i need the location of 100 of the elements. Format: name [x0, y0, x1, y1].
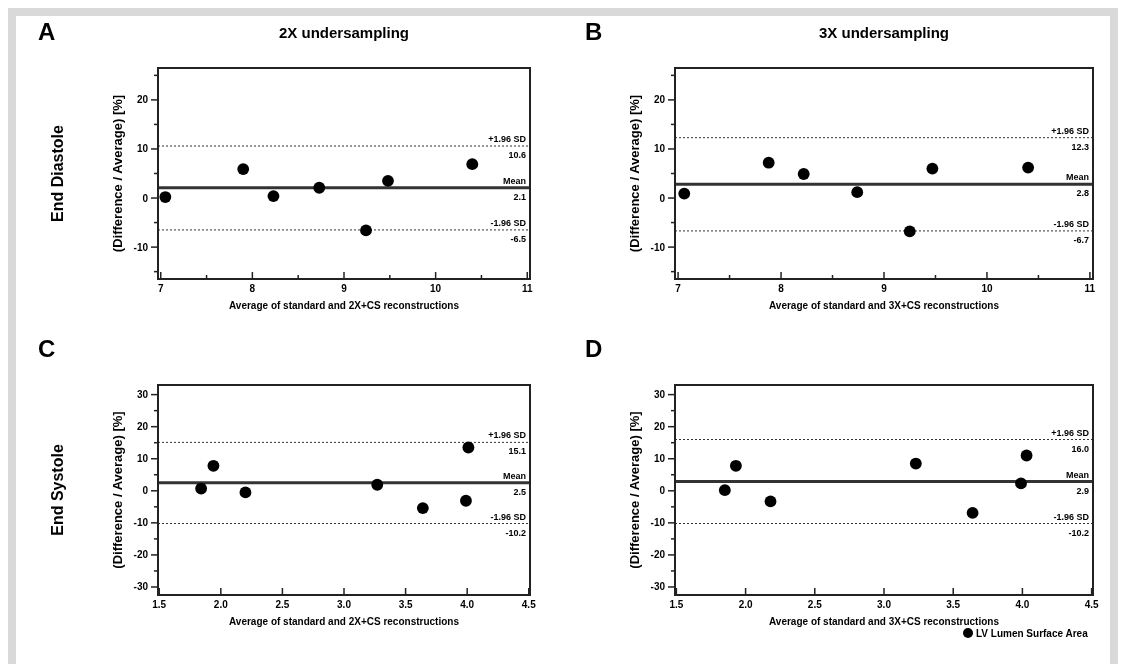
x-axis-title: Average of standard and 2X+CS reconstructions	[229, 616, 460, 627]
ref-line-label: +1.96 SD	[1051, 427, 1090, 438]
x-axis-title: Average of standard and 3X+CS reconstructions	[769, 616, 1000, 627]
y-tick-label: 10	[136, 143, 149, 155]
y-tick-label: 20	[136, 94, 149, 106]
ref-line-label: Mean	[1065, 469, 1089, 480]
point	[729, 459, 742, 472]
point	[797, 168, 810, 180]
ref-line-label: +1.96 SD	[1051, 125, 1090, 136]
y-tick-label: 20	[136, 421, 149, 433]
point	[909, 457, 922, 470]
y-tick-label: -10	[650, 241, 666, 253]
y-axis-title: (Difference / Average) [%]	[110, 94, 125, 253]
point	[207, 459, 220, 472]
point	[466, 158, 479, 171]
annotation: 15.1	[508, 446, 526, 457]
x-tick-label: 2.0	[738, 599, 753, 610]
y-tick-label: 30	[653, 389, 666, 401]
y-tick-label: 30	[136, 389, 149, 401]
y-tick-label: -20	[650, 549, 666, 561]
x-tick-label: 4.0	[460, 599, 475, 610]
text: A	[38, 18, 56, 45]
ref-line-label: Mean	[502, 470, 526, 481]
point	[718, 484, 731, 497]
point	[903, 225, 916, 238]
x-tick-label: 7	[157, 283, 164, 294]
x-axis-title: Average of standard and 3X+CS reconstructions	[769, 300, 1000, 311]
y-tick-label: -10	[133, 241, 149, 253]
x-tick-label: 3.5	[398, 599, 413, 610]
point	[313, 181, 326, 194]
point	[460, 494, 472, 507]
y-tick-label: 10	[136, 453, 149, 465]
text: End Diastole	[49, 124, 66, 222]
point	[267, 190, 280, 202]
ref-line-label: -1.96 SD	[490, 511, 527, 522]
point	[762, 156, 775, 169]
x-tick-label: 3.0	[337, 599, 352, 610]
y-tick-label: 0	[659, 192, 666, 204]
y-tick-label: -30	[133, 581, 149, 593]
annotation: 16.0	[1071, 443, 1089, 454]
ref-line-label: +1.96 SD	[488, 430, 527, 441]
y-axis-title: (Difference / Average) [%]	[627, 94, 642, 253]
annotation: 12.3	[1071, 141, 1089, 152]
text: D	[585, 335, 603, 362]
point	[678, 187, 691, 200]
x-axis-title: Average of standard and 2X+CS reconstructions	[229, 300, 460, 311]
annotation: 2.8	[1076, 188, 1089, 199]
ref-line-label: +1.96 SD	[488, 134, 527, 145]
point	[195, 482, 208, 495]
y-tick-label: -10	[133, 517, 149, 529]
x-tick-label: 11	[521, 283, 533, 294]
x-tick-label: 4.5	[521, 599, 537, 610]
y-tick-label: 0	[142, 485, 149, 497]
y-tick-label: -10	[650, 517, 666, 529]
text: B	[585, 18, 603, 45]
point	[239, 486, 252, 499]
point	[926, 162, 939, 175]
point	[382, 174, 394, 187]
point	[1015, 477, 1027, 490]
point	[416, 502, 429, 515]
y-axis-title: (Difference / Average) [%]	[627, 411, 642, 569]
y-tick-label: 20	[653, 421, 666, 433]
chart-title: 2X undersampling	[278, 24, 410, 41]
ref-line-label: -1.96 SD	[1053, 511, 1090, 522]
ref-line-label: -1.96 SD	[1053, 218, 1090, 229]
point	[764, 495, 777, 508]
annotation: 2.5	[513, 486, 526, 497]
ref-line-label: Mean	[1065, 172, 1089, 183]
legend-label: LV Lumen Surface Area	[976, 628, 1089, 639]
x-tick-label: 10	[981, 283, 993, 294]
x-tick-label: 8	[778, 283, 785, 294]
x-tick-label: 9	[881, 283, 888, 294]
y-tick-label: 0	[142, 192, 149, 204]
x-tick-label: 10	[430, 283, 442, 294]
point	[237, 163, 250, 175]
text: End Systole	[49, 444, 66, 536]
x-tick-label: 4.5	[1084, 599, 1099, 610]
annotation: 2.9	[1076, 485, 1089, 496]
annotation: -6.7	[1073, 234, 1089, 245]
x-tick-label: 7	[675, 283, 682, 294]
y-axis-title: (Difference / Average) [%]	[110, 411, 125, 569]
point	[1022, 161, 1035, 174]
x-tick-label: 8	[249, 283, 256, 294]
x-tick-label: 9	[341, 283, 348, 294]
point	[966, 507, 979, 519]
x-tick-label: 1.5	[669, 599, 684, 610]
y-tick-label: 10	[653, 143, 666, 155]
y-tick-label: 10	[653, 453, 666, 465]
x-tick-label: 3.5	[946, 599, 961, 610]
y-tick-label: -30	[650, 581, 666, 593]
point	[360, 224, 372, 237]
annotation: 2.1	[513, 191, 526, 202]
annotation: -10.2	[505, 527, 526, 538]
x-tick-label: 2.0	[213, 599, 229, 610]
annotation: -10.2	[1068, 527, 1089, 538]
point	[1020, 449, 1033, 462]
x-tick-label: 11	[1084, 283, 1096, 294]
x-tick-label: 2.5	[275, 599, 290, 610]
text: C	[38, 335, 56, 362]
ref-line-label: -1.96 SD	[490, 217, 527, 228]
